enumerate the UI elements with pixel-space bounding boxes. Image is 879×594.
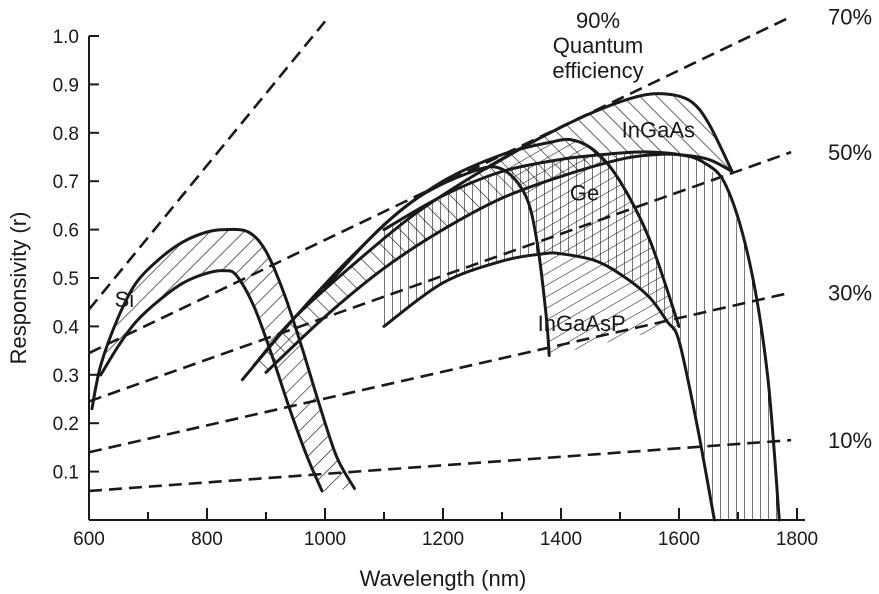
y-tick-label-0.1: 0.1 bbox=[53, 463, 79, 484]
band-ingaas-fill bbox=[254, 94, 733, 373]
y-tick-label-0.2: 0.2 bbox=[53, 414, 79, 435]
qe-10-line bbox=[88, 438, 792, 493]
y-tick-label-0.6: 0.6 bbox=[53, 221, 79, 242]
qe-label-10: 10% bbox=[828, 428, 872, 453]
band-ingaas-lower-curve bbox=[264, 152, 734, 374]
y-axis-title: Responsivity (r) bbox=[6, 212, 31, 365]
y-tick-label-0.3: 0.3 bbox=[53, 366, 79, 387]
y-tick-label-0.5: 0.5 bbox=[53, 269, 79, 290]
band-ingaasp-upper-curve bbox=[240, 165, 551, 382]
axes: 600 800 1000 1200 1400 1600 1800 0.1 0.2 0.3 0.4 0.… bbox=[6, 27, 818, 591]
x-axis-title: Wavelength (nm) bbox=[360, 566, 527, 591]
band-si-fill bbox=[92, 229, 355, 491]
qe-label-30: 30% bbox=[828, 281, 872, 306]
y-tick-label-0.8: 0.8 bbox=[53, 124, 79, 145]
x-tick-label-600: 600 bbox=[73, 529, 105, 550]
y-tick-label-1.0: 1.0 bbox=[53, 27, 79, 48]
curves-layer bbox=[90, 92, 781, 522]
band-ge-lower-curve bbox=[382, 251, 716, 522]
annotation-si: Si bbox=[115, 287, 135, 312]
qe-label-1: Quantum bbox=[553, 33, 644, 58]
qe-90-line bbox=[87, 20, 327, 311]
annotation-ingaasp: InGaAsP bbox=[538, 311, 626, 336]
band-si-lower-curve bbox=[99, 269, 324, 493]
annotation-ge: Ge bbox=[570, 181, 599, 206]
band-ingaas-upper-curve bbox=[252, 92, 734, 367]
qe-label-0: 90% bbox=[576, 8, 620, 33]
band-ingaasp-lower-curve bbox=[323, 137, 681, 328]
band-ingaasp-fill bbox=[242, 140, 679, 380]
qe-label-2: efficiency bbox=[552, 58, 643, 83]
y-tick-label-0.9: 0.9 bbox=[53, 75, 79, 96]
band-si-upper-curve bbox=[90, 227, 356, 490]
x-tick-label-1200: 1200 bbox=[422, 529, 464, 550]
y-tick-label-0.7: 0.7 bbox=[53, 172, 79, 193]
x-tick-label-1600: 1600 bbox=[658, 529, 700, 550]
x-tick-label-1800: 1800 bbox=[776, 529, 818, 550]
qe-50-line bbox=[88, 150, 792, 403]
qe-label-70: 70% bbox=[828, 5, 872, 30]
y-tick-label-0.4: 0.4 bbox=[53, 317, 80, 338]
band-ge-fill bbox=[384, 152, 780, 520]
qe-label-50: 50% bbox=[828, 140, 872, 165]
x-tick-label-1000: 1000 bbox=[304, 529, 346, 550]
bands-layer bbox=[92, 94, 780, 520]
annotation-ingaas: InGaAs bbox=[622, 118, 695, 143]
x-tick-label-800: 800 bbox=[191, 529, 223, 550]
qe-30-line bbox=[88, 291, 792, 454]
x-tick-label-1400: 1400 bbox=[540, 529, 582, 550]
